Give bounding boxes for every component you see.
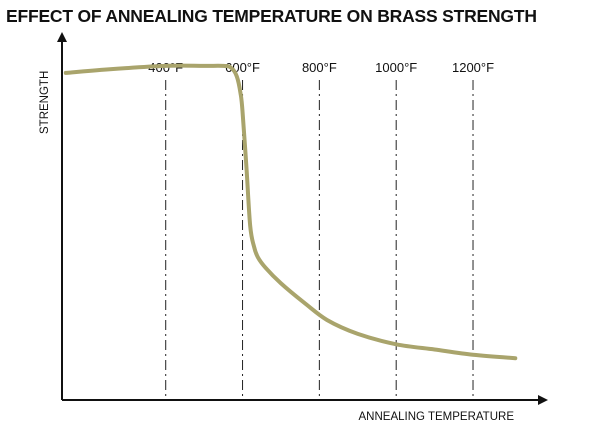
strength-curve bbox=[63, 63, 518, 361]
x-tick-label: 1200°F bbox=[452, 60, 494, 75]
y-axis-label: STRENGTH bbox=[39, 71, 51, 134]
x-tick-label: 800°F bbox=[302, 60, 337, 75]
chart-title: EFFECT OF ANNEALING TEMPERATURE ON BRASS… bbox=[6, 6, 537, 26]
x-tick-label: 1000°F bbox=[375, 60, 417, 75]
grid-lines bbox=[165, 80, 474, 399]
x-axis-label: ANNEALING TEMPERATURE bbox=[359, 411, 515, 423]
